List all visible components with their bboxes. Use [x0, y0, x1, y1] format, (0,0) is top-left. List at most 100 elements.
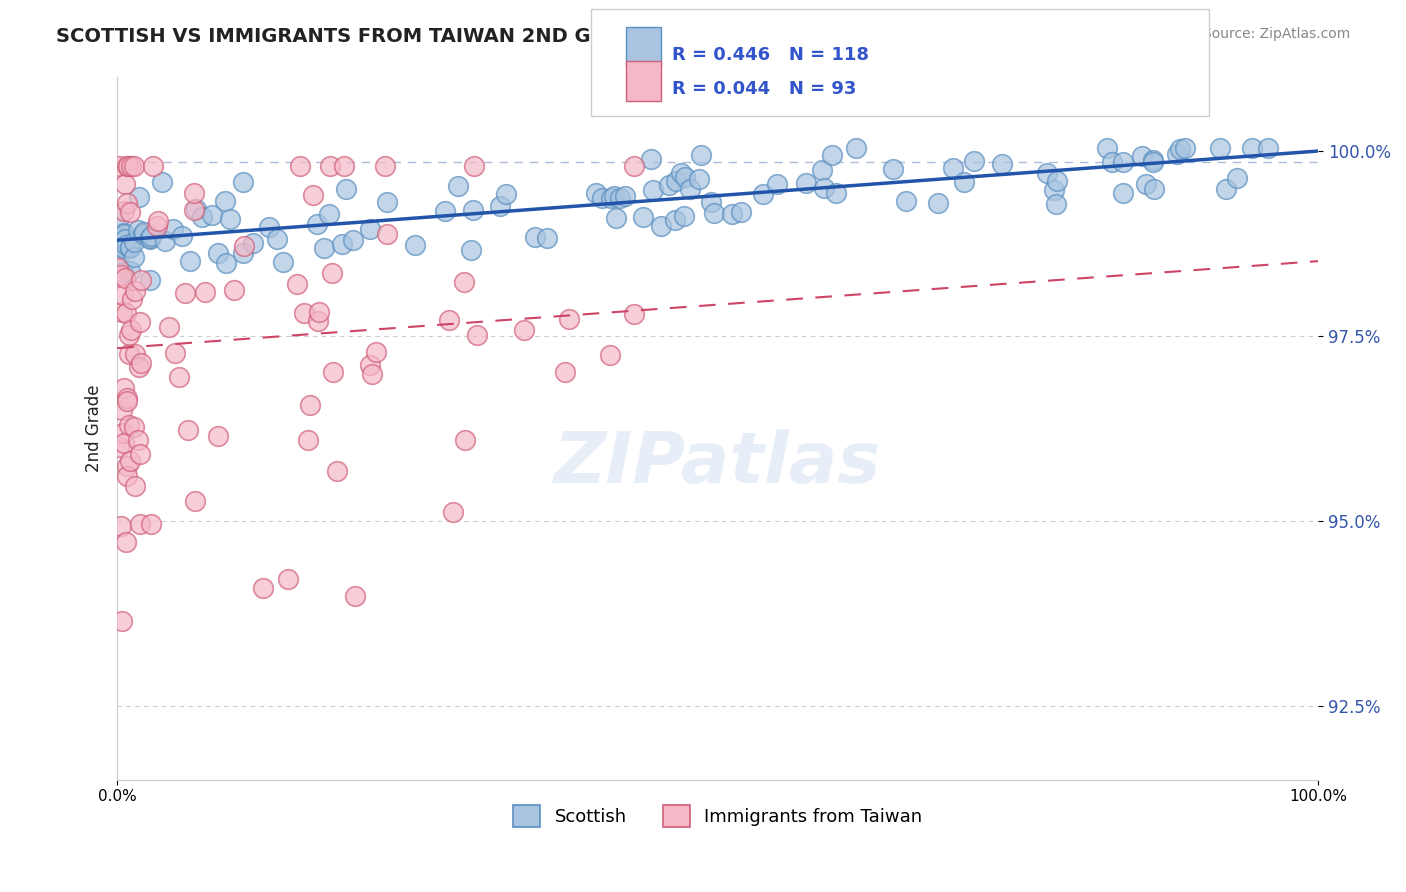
Point [108, 248, 131, 262]
Point [454, 433, 477, 447]
Point [1226, 171, 1249, 186]
Point [174, 286, 197, 301]
Point [591, 191, 613, 205]
Point [603, 188, 626, 202]
Point [114, 232, 136, 246]
Point [322, 365, 344, 379]
Point [699, 194, 721, 209]
Point [301, 188, 323, 202]
Point [299, 399, 322, 413]
Point [118, 242, 141, 256]
Point [277, 573, 299, 587]
Point [111, 240, 134, 254]
Point [318, 207, 340, 221]
Point [796, 176, 818, 190]
Point [150, 175, 173, 189]
Point [232, 245, 254, 260]
Point [162, 222, 184, 236]
Point [640, 153, 662, 167]
Point [359, 221, 381, 235]
Point [1215, 182, 1237, 196]
Y-axis label: 2nd Grade: 2nd Grade [86, 384, 103, 472]
Point [117, 159, 139, 173]
Point [183, 186, 205, 201]
Point [460, 243, 482, 257]
Point [447, 178, 470, 193]
Point [1142, 153, 1164, 168]
Point [335, 182, 357, 196]
Point [170, 229, 193, 244]
Point [285, 277, 308, 292]
Point [404, 238, 426, 252]
Point [558, 311, 581, 326]
Point [214, 256, 236, 270]
Point [1045, 197, 1067, 211]
Point [703, 205, 725, 219]
Point [252, 582, 274, 596]
Point [184, 494, 207, 508]
Point [242, 235, 264, 250]
Point [107, 231, 129, 245]
Point [118, 417, 141, 432]
Point [599, 348, 621, 362]
Point [121, 292, 143, 306]
Point [1130, 149, 1153, 163]
Point [207, 245, 229, 260]
Point [360, 358, 382, 372]
Point [307, 217, 329, 231]
Point [614, 189, 637, 203]
Point [821, 148, 844, 162]
Point [599, 191, 621, 205]
Point [111, 305, 134, 319]
Point [138, 232, 160, 246]
Text: R = 0.044   N = 93: R = 0.044 N = 93 [672, 80, 856, 98]
Point [554, 365, 576, 379]
Point [1046, 173, 1069, 187]
Point [672, 210, 695, 224]
Text: Source: ZipAtlas.com: Source: ZipAtlas.com [1202, 27, 1350, 41]
Point [609, 191, 631, 205]
Point [201, 209, 224, 223]
Point [297, 434, 319, 448]
Point [1095, 141, 1118, 155]
Point [112, 436, 135, 450]
Point [111, 615, 134, 629]
Point [124, 479, 146, 493]
Point [360, 367, 382, 381]
Point [810, 162, 832, 177]
Point [132, 225, 155, 239]
Point [688, 171, 710, 186]
Point [845, 141, 868, 155]
Point [433, 203, 456, 218]
Point [129, 272, 152, 286]
Point [118, 454, 141, 468]
Point [232, 175, 254, 189]
Point [623, 159, 645, 173]
Point [108, 159, 131, 173]
Text: SCOTTISH VS IMMIGRANTS FROM TAIWAN 2ND GRADE CORRELATION CHART: SCOTTISH VS IMMIGRANTS FROM TAIWAN 2ND G… [56, 27, 891, 45]
Point [122, 250, 145, 264]
Point [1168, 142, 1191, 156]
Point [112, 204, 135, 219]
Point [146, 219, 169, 233]
Point [122, 159, 145, 173]
Point [177, 423, 200, 437]
Point [107, 261, 129, 276]
Point [344, 589, 367, 603]
Point [120, 159, 142, 173]
Point [193, 285, 215, 300]
Point [375, 195, 398, 210]
Point [114, 227, 136, 241]
Point [1135, 177, 1157, 191]
Point [690, 148, 713, 162]
Point [437, 313, 460, 327]
Point [167, 369, 190, 384]
Point [129, 516, 152, 531]
Point [308, 305, 330, 319]
Point [118, 328, 141, 343]
Point [110, 268, 132, 282]
Point [115, 306, 138, 320]
Point [495, 187, 517, 202]
Point [1112, 186, 1135, 201]
Point [219, 211, 242, 226]
